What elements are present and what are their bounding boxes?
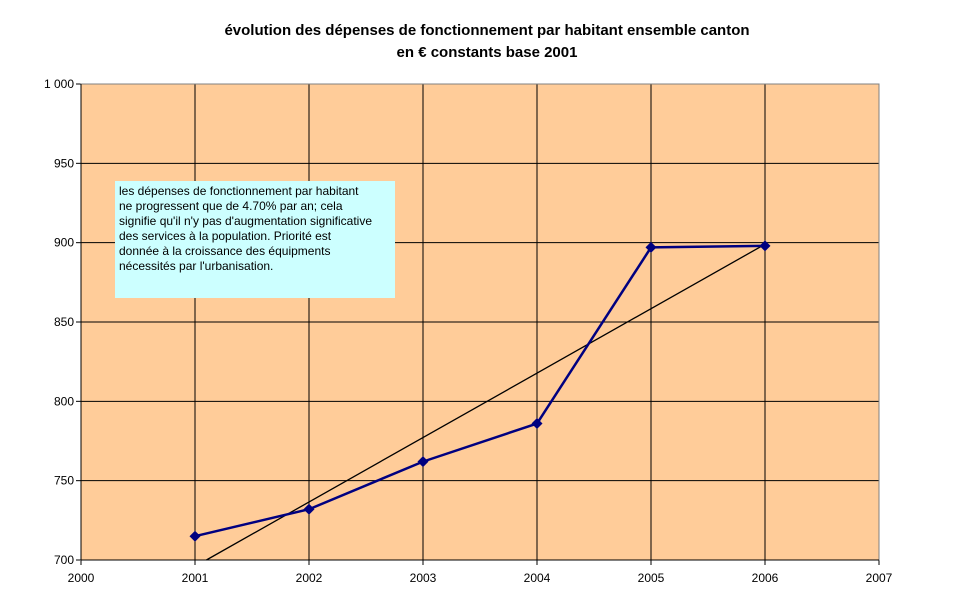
data-point-marker [417,456,429,468]
y-tick-label: 700 [54,553,74,567]
series-line [194,244,766,538]
chart-subtitle: en € constants base 2001 [396,44,578,61]
trendline [206,243,766,561]
series-layer [189,240,771,542]
x-tick-label: 2004 [524,571,551,585]
annotation-box: les dépenses de fonctionnement par habit… [115,181,395,298]
data-point-marker [645,241,657,253]
y-tick-label: 800 [54,394,74,408]
x-tick-label: 2000 [68,571,95,585]
data-point-marker [303,503,315,515]
y-tick-label: 750 [54,474,74,488]
trendline-layer [206,243,766,561]
annotation-text: les dépenses de fonctionnement par habit… [119,184,373,273]
data-point-marker [531,418,543,430]
y-tick-label: 1 000 [44,77,74,91]
x-tick-label: 2001 [182,571,209,585]
data-point-marker [189,530,201,542]
x-tick-label: 2002 [296,571,323,585]
chart-title: évolution des dépenses de fonctionnement… [224,22,750,39]
y-tick-label: 850 [54,315,74,329]
axes [76,83,880,565]
data-point-marker [759,240,771,252]
y-tick-label: 950 [54,156,74,170]
x-tick-label: 2006 [752,571,779,585]
x-tick-label: 2003 [410,571,437,585]
x-tick-label: 2007 [866,571,893,585]
y-tick-label: 900 [54,236,74,250]
tick-labels: 700 750 800 850 900 950 1 000 2000 2001 2002 2003 2… [44,77,893,585]
chart-title-block: évolution des dépenses de fonctionnement… [0,20,974,64]
x-tick-label: 2005 [638,571,665,585]
